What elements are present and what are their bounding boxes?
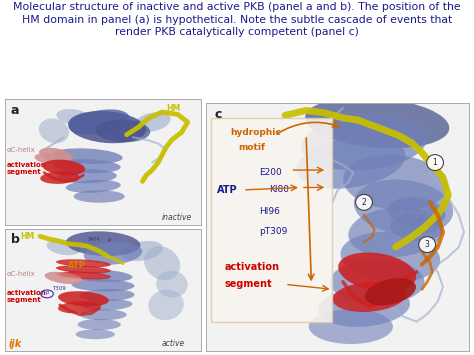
Ellipse shape: [42, 160, 85, 175]
Ellipse shape: [144, 246, 180, 280]
Text: E200: E200: [259, 168, 282, 176]
Ellipse shape: [46, 240, 81, 255]
Ellipse shape: [301, 115, 427, 170]
Ellipse shape: [35, 153, 62, 164]
Ellipse shape: [39, 119, 69, 143]
Ellipse shape: [60, 273, 107, 278]
Text: HM: HM: [166, 104, 180, 113]
Ellipse shape: [82, 299, 133, 311]
Ellipse shape: [56, 109, 91, 125]
FancyBboxPatch shape: [211, 118, 332, 322]
Text: activation: activation: [7, 162, 46, 168]
Text: segment: segment: [7, 297, 41, 303]
Ellipse shape: [56, 266, 111, 273]
Text: ATP: ATP: [68, 261, 86, 270]
Ellipse shape: [348, 207, 443, 257]
Text: a: a: [10, 104, 19, 118]
Text: segment: segment: [7, 169, 41, 175]
Ellipse shape: [73, 190, 125, 203]
Ellipse shape: [60, 261, 107, 266]
Ellipse shape: [122, 241, 163, 261]
Text: HM: HM: [20, 232, 35, 241]
Ellipse shape: [75, 329, 115, 339]
Ellipse shape: [340, 232, 440, 282]
Text: 1: 1: [433, 158, 438, 167]
Text: HI96: HI96: [259, 207, 280, 216]
Ellipse shape: [95, 120, 150, 142]
Ellipse shape: [58, 291, 109, 306]
Ellipse shape: [52, 148, 123, 164]
Ellipse shape: [54, 159, 121, 173]
Text: T309: T309: [52, 286, 66, 291]
Text: αC-helix: αC-helix: [7, 147, 36, 153]
Ellipse shape: [58, 301, 101, 313]
Ellipse shape: [148, 290, 184, 320]
Text: segment: segment: [225, 279, 272, 289]
Text: 3: 3: [425, 240, 429, 249]
Text: S474: S474: [87, 237, 100, 242]
Ellipse shape: [66, 231, 140, 256]
Ellipse shape: [343, 155, 448, 210]
Text: activation: activation: [225, 262, 280, 272]
Ellipse shape: [39, 148, 73, 162]
Ellipse shape: [72, 279, 135, 291]
Text: 2: 2: [362, 198, 366, 207]
Ellipse shape: [134, 112, 171, 132]
Text: αC-helix: αC-helix: [396, 210, 430, 219]
Circle shape: [419, 237, 436, 252]
Ellipse shape: [330, 260, 425, 304]
Ellipse shape: [388, 197, 446, 228]
Ellipse shape: [80, 289, 135, 301]
Ellipse shape: [58, 169, 117, 183]
Ellipse shape: [305, 97, 449, 148]
Text: αC-helix: αC-helix: [7, 271, 36, 277]
Circle shape: [427, 155, 444, 170]
Text: activation: activation: [7, 290, 46, 296]
Ellipse shape: [40, 171, 80, 184]
Ellipse shape: [69, 109, 129, 135]
Circle shape: [356, 195, 373, 210]
Ellipse shape: [80, 309, 127, 320]
Ellipse shape: [318, 286, 410, 327]
Ellipse shape: [296, 136, 405, 189]
Text: c: c: [214, 108, 221, 121]
Text: KI80: KI80: [269, 185, 289, 194]
Text: ATP: ATP: [217, 185, 237, 195]
Ellipse shape: [365, 278, 416, 305]
Ellipse shape: [45, 272, 83, 284]
Text: motif: motif: [238, 143, 265, 152]
Ellipse shape: [156, 271, 188, 297]
Ellipse shape: [56, 272, 111, 279]
Ellipse shape: [56, 259, 111, 267]
Text: active: active: [162, 339, 185, 348]
Ellipse shape: [60, 267, 107, 272]
Ellipse shape: [309, 309, 393, 344]
Text: pT309: pT309: [259, 227, 287, 236]
Text: P: P: [46, 291, 49, 296]
Ellipse shape: [338, 252, 416, 291]
Ellipse shape: [68, 111, 146, 143]
Ellipse shape: [66, 180, 121, 193]
Text: Molecular structure of inactive and active PKB (panel a and b). The position of : Molecular structure of inactive and acti…: [13, 2, 461, 37]
Ellipse shape: [66, 269, 133, 282]
Ellipse shape: [391, 213, 443, 241]
Text: hydrophic: hydrophic: [230, 128, 281, 137]
Text: b: b: [10, 233, 19, 246]
Text: p: p: [107, 237, 110, 242]
Ellipse shape: [354, 180, 453, 235]
Text: ijk: ijk: [9, 339, 22, 349]
Ellipse shape: [333, 282, 406, 312]
Text: inactive: inactive: [162, 213, 192, 222]
Ellipse shape: [84, 242, 142, 265]
Ellipse shape: [78, 319, 121, 330]
